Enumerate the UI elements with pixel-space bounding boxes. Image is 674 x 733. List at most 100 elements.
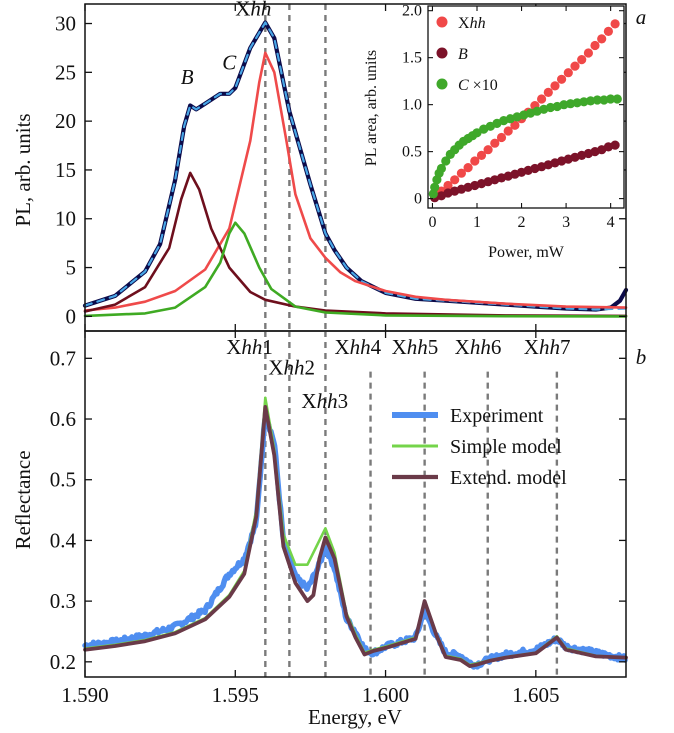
panel-b-annotation-xhh7-prefix: X [524,335,539,359]
inset-xtick-label: 0 [428,214,436,231]
panel-a-curve-3 [83,51,628,312]
inset-point-1 [463,163,473,173]
inset-point-1 [563,68,573,78]
panel-b-annotation-xhh6-suffix: 6 [491,335,502,359]
inset-point-1 [510,120,520,130]
inset-point-3 [592,95,602,105]
panel-b-legend: Experiment Simple model Extend. model [392,405,567,489]
panel-b-annotation-xhh4-italic: hh [350,335,371,359]
panel-b-annotation-xhh3-italic: hh [317,389,338,413]
panel-b-y-ticks: 0.2 0.3 0.4 0.5 0.6 0.7 [50,346,626,674]
panel-a-y-axis-label: PL, arb. units [11,113,35,226]
panel-a-label: a [636,5,647,29]
panel-b-ytick-label: 0.6 [50,407,76,431]
panel-b-x-axis-label: Energy, eV [308,705,402,729]
inset-legend-label-3: C ×10 [458,77,498,94]
panel-b-reference-lines [264,331,559,677]
panel-a-ytick-label: 30 [55,12,76,36]
panel-a-annotation-xhh-italic: hh [250,0,271,21]
panel-a-x-ticks [84,4,537,331]
inset-point-1 [537,94,547,104]
panel-b-ytick-label: 0.2 [50,650,76,674]
inset-xtick-label: 3 [562,214,570,231]
panel-b-label: b [636,345,647,369]
inset-legend-label-3-italic: C [458,77,469,94]
panel-a-curve-5 [83,221,628,318]
inset-chart: 0 0.5 1.0 1.5 2.0 0 1 2 3 4 Power, mW PL area, a… [363,3,625,261]
inset-y-ticks: 0 0.5 1.0 1.5 2.0 [402,3,624,208]
inset-legend-label-1: Xhh [458,15,486,32]
inset-legend-marker-2 [436,47,448,59]
panel-a-annotation-C: C [222,50,237,74]
panel-a-reference-lines [264,4,327,331]
panel-b-series [82,396,628,670]
inset-legend-label-2: B [458,46,468,63]
inset-point-1 [550,81,560,91]
panel-b-annotation-xhh4: Xhh4 [334,335,381,359]
panel-b-annotation-xhh2-suffix: 2 [305,356,316,380]
inset-point-1 [483,145,493,155]
panel-b-legend-label-1: Experiment [450,405,544,427]
inset-xtick-label: 2 [518,214,526,231]
inset-point-1 [450,175,460,185]
inset-x-ticks: 0 1 2 3 4 [428,6,615,231]
inset-point-1 [583,48,594,58]
inset-point-1 [603,26,614,36]
panel-b-annotation-xhh1: Xhh1 [226,335,273,359]
panel-b-annotation-xhh2-italic: hh [284,356,305,380]
inset-x-axis-label: Power, mW [488,244,565,261]
inset-legend-marker-3 [436,78,448,90]
panel-a-annotations: B C Xhh [181,0,272,89]
panel-b-xtick-label: 1.605 [512,683,559,707]
panel-b-annotation-xhh7-suffix: 7 [560,335,571,359]
inset-legend-label-3-suffix: ×10 [469,77,498,94]
inset-legend-marker-1 [436,16,448,28]
panel-b-ytick-label: 0.7 [50,346,76,370]
panel-b-annotation-xhh1-prefix: X [226,335,241,359]
panel-a-annotation-xhh: Xhh [235,0,271,21]
inset-point-3 [441,156,451,166]
panel-b-annotation-xhh6-italic: hh [470,335,491,359]
panel-b-annotation-xhh5-suffix: 5 [428,335,439,359]
panel-b-xtick-label: 1.600 [362,683,409,707]
panel-b-legend-label-3: Extend. model [450,467,567,489]
panel-b-ytick-label: 0.3 [50,589,76,613]
panel-b-x-ticks: 1.590 1.595 1.600 1.605 [61,331,559,707]
inset-legend-label-2-italic: B [458,46,468,63]
inset-point-1 [496,132,507,143]
panel-b-curve-3 [83,405,628,668]
panel-b-legend-label-2: Simple model [450,436,562,458]
panel-b-annotation-xhh5-italic: hh [407,335,428,359]
panel-a-ytick-label: 15 [55,158,76,182]
inset-point-1 [597,34,607,44]
panel-a-ytick-label: 5 [66,256,77,280]
panel-b-annotation-xhh6: Xhh6 [455,335,502,359]
panel-b-annotation-xhh5: Xhh5 [392,335,439,359]
panel-b-annotation-xhh4-suffix: 4 [371,335,382,359]
panel-b-annotation-xhh7-italic: hh [539,335,560,359]
inset-point-1 [543,87,553,97]
inset-legend-label-1-italic: hh [470,15,486,32]
panel-b-annotation-xhh7: Xhh7 [524,335,571,359]
inset-point-1 [470,156,480,166]
inset-points [428,19,622,203]
inset-point-1 [490,138,500,148]
panel-b-xtick-label: 1.590 [61,683,108,707]
panel-b-annotation-xhh3-suffix: 3 [338,389,349,413]
inset-ytick-label: 0 [414,191,422,208]
inset-point-3 [612,94,622,104]
inset-point-1 [557,74,567,84]
inset-xtick-label: 1 [473,214,481,231]
inset-y-axis-label: PL area, arb. units [363,50,380,166]
panel-b-annotation-xhh1-italic: hh [241,335,262,359]
inset-frame [427,5,625,209]
inset-point-3 [586,96,596,106]
inset-point-3 [565,99,576,109]
panel-b-annotation-xhh2-prefix: X [268,356,283,380]
panel-a-annotation-xhh-prefix: X [235,0,250,21]
inset-ytick-label: 2.0 [402,3,422,20]
inset-ytick-label: 1.0 [402,97,422,114]
